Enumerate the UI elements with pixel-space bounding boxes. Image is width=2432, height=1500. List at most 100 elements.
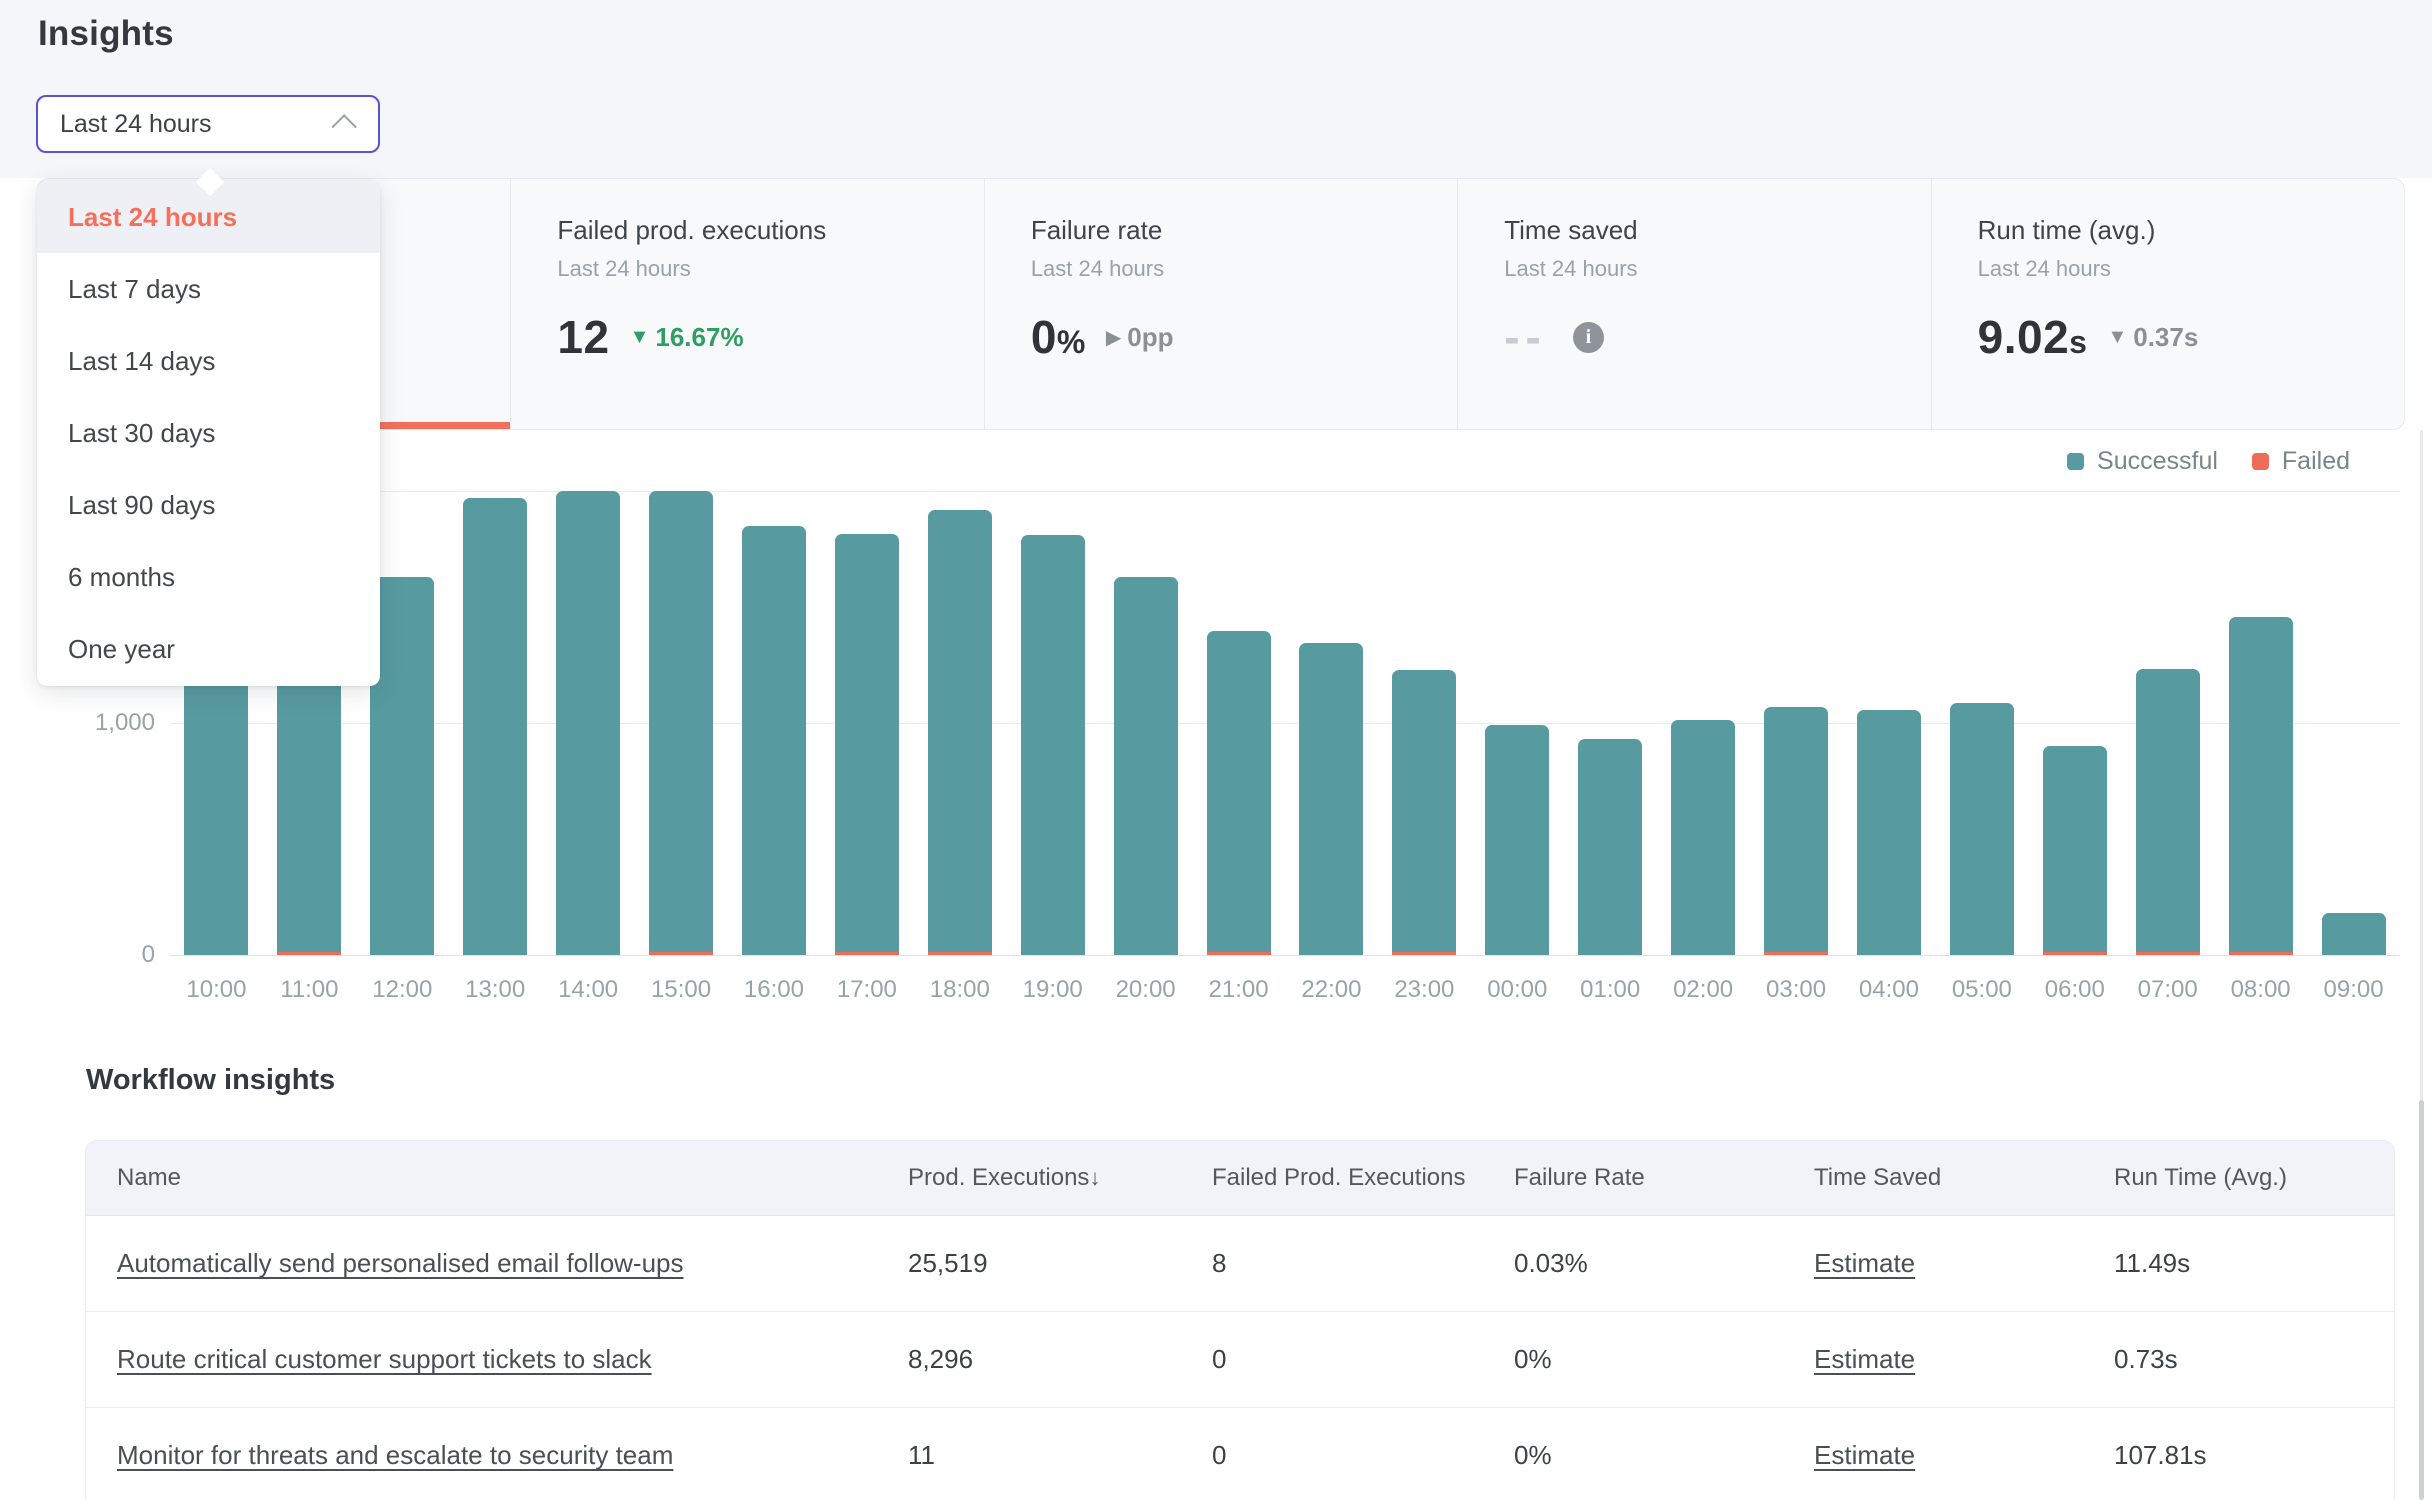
menu-item-last-14-days[interactable]: Last 14 days xyxy=(68,345,216,376)
stat-card-delta-value: 16.67% xyxy=(655,321,744,352)
bar-07:00 xyxy=(2135,668,2200,955)
bar-successful-segment xyxy=(184,669,249,955)
bar-06:00 xyxy=(2042,745,2107,955)
bar-18:00 xyxy=(927,510,992,955)
failed-prod-executions-cell: 8 xyxy=(1212,1248,1227,1278)
stat-card-title: Failure rate xyxy=(1030,215,1163,245)
time-saved-cell: Estimate xyxy=(1814,1440,2114,1471)
bar-successful-segment xyxy=(1485,725,1550,955)
x-axis-label-23:00: 23:00 xyxy=(1394,976,1455,1003)
menu-item-last-90-days[interactable]: Last 90 days xyxy=(68,489,216,520)
bar-successful-segment xyxy=(1299,642,1364,955)
stat-card-delta-value: 0.37s xyxy=(2133,321,2199,352)
bar-successful-segment xyxy=(741,525,806,955)
gridline-0 xyxy=(170,955,2400,956)
bar-03:00 xyxy=(1764,707,1829,955)
bar-successful-segment xyxy=(1020,535,1085,955)
sort-desc-icon: ↓ xyxy=(1089,1165,1101,1190)
stat-card-value-suffix: % xyxy=(1056,324,1086,360)
y-axis-label: 0 xyxy=(141,941,155,968)
prod-executions-cell: 25,519 xyxy=(908,1248,988,1278)
bar-16:00 xyxy=(741,525,806,955)
bar-13:00 xyxy=(463,497,528,955)
arrow-right-icon: ▶ xyxy=(1105,326,1122,349)
x-axis-label-17:00: 17:00 xyxy=(836,976,897,1003)
table-header-row: Name Prod. Executions↓ Failed Prod. Execut… xyxy=(86,1141,2394,1216)
stat-card-value-row: 0% ▶ 0pp xyxy=(1031,310,1457,364)
bar-failed-segment xyxy=(277,952,342,955)
x-axis-label-14:00: 14:00 xyxy=(558,976,619,1003)
column-header-run_time[interactable]: Run Time (Avg.) xyxy=(2114,1164,2287,1191)
workflow-name-link[interactable]: Automatically send personalised email fo… xyxy=(117,1248,684,1278)
bar-successful-segment xyxy=(370,576,435,955)
bar-failed-segment xyxy=(1764,952,1829,955)
workflow-insights-heading: Workflow insights xyxy=(86,1064,336,1096)
bar-22:00 xyxy=(1299,642,1364,955)
column-header-failure_rate[interactable]: Failure Rate xyxy=(1514,1164,1645,1191)
x-axis-label-07:00: 07:00 xyxy=(2137,976,2198,1003)
info-icon[interactable]: i xyxy=(1572,321,1604,353)
stat-card-value-row: 9.02s ▼ 0.37s xyxy=(1978,310,2404,364)
stat-card-delta: ▼ 16.67% xyxy=(630,322,744,353)
estimate-link[interactable]: Estimate xyxy=(1814,1344,1916,1374)
page-title: Insights xyxy=(38,14,174,53)
bar-01:00 xyxy=(1578,739,1643,955)
run-time-cell: 11.49s xyxy=(2114,1248,2191,1278)
x-axis-label-19:00: 19:00 xyxy=(1022,976,1083,1003)
workflow-name-link[interactable]: Monitor for threats and escalate to secu… xyxy=(117,1440,674,1470)
estimate-link[interactable]: Estimate xyxy=(1814,1248,1916,1278)
chart-legend: Successful Failed xyxy=(2067,447,2350,476)
stat-card-value-row: 12 ▼ 16.67% xyxy=(557,310,983,364)
bar-successful-segment xyxy=(1206,630,1271,952)
bar-failed-segment xyxy=(2042,952,2107,955)
x-axis-label-16:00: 16:00 xyxy=(743,976,804,1003)
bar-19:00 xyxy=(1020,535,1085,955)
column-header-time_saved[interactable]: Time Saved xyxy=(1814,1164,1942,1191)
failed-prod-executions-cell: 0 xyxy=(1212,1344,1227,1374)
stat-card-value: 12 xyxy=(557,311,610,363)
bar-09:00 xyxy=(2321,913,2386,955)
bar-successful-segment xyxy=(463,497,528,955)
workflow-name-link[interactable]: Route critical customer support tickets … xyxy=(117,1344,652,1374)
menu-item-6-months[interactable]: 6 months xyxy=(68,561,175,592)
time-range-select[interactable]: Last 24 hours xyxy=(36,95,380,153)
stat-card-run-time-avg[interactable]: Run time (avg.) Last 24 hours 9.02s ▼ 0.37s xyxy=(1930,179,2404,429)
stat-card-time-saved[interactable]: Time saved Last 24 hours -- i xyxy=(1457,179,1930,429)
estimate-link[interactable]: Estimate xyxy=(1814,1440,1916,1470)
stat-card-subtitle: Last 24 hours xyxy=(557,256,691,281)
legend-label: Successful xyxy=(2097,447,2218,475)
x-axis-label-12:00: 12:00 xyxy=(372,976,433,1003)
run-time-cell: 107.81s xyxy=(2114,1440,2207,1470)
scrollbar-thumb[interactable] xyxy=(2419,1100,2424,1500)
stat-card-delta: ▶ 0pp xyxy=(1106,322,1174,353)
x-axis-label-20:00: 20:00 xyxy=(1115,976,1176,1003)
bar-05:00 xyxy=(1949,703,2014,955)
bar-successful-segment xyxy=(556,491,621,955)
menu-item-last-30-days[interactable]: Last 30 days xyxy=(68,417,216,448)
column-header-prod_executions[interactable]: Prod. Executions↓ xyxy=(908,1164,1101,1191)
menu-item-last-7-days[interactable]: Last 7 days xyxy=(68,273,201,304)
bar-failed-segment xyxy=(834,952,899,955)
stat-card-failed-prod-executions[interactable]: Failed prod. executions Last 24 hours 12 ▼ 1… xyxy=(510,179,983,429)
stat-card-subtitle: Last 24 hours xyxy=(1504,256,1638,281)
table-row: Route critical customer support tickets … xyxy=(86,1312,2394,1408)
failure-rate-cell: 0% xyxy=(1514,1344,1552,1374)
time-saved-cell: Estimate xyxy=(1814,1344,2114,1375)
x-axis-label-09:00: 09:00 xyxy=(2323,976,2384,1003)
stat-cards-row: Failed prod. executions Last 24 hours 12 ▼ 1… xyxy=(37,178,2405,430)
column-header-name[interactable]: Name xyxy=(117,1164,182,1191)
bar-21:00 xyxy=(1206,630,1271,955)
x-axis-label-05:00: 05:00 xyxy=(1951,976,2012,1003)
gridline-1000 xyxy=(170,723,2400,724)
column-header-failed_prod_executions[interactable]: Failed Prod. Executions xyxy=(1212,1164,1466,1191)
menu-item-one-year[interactable]: One year xyxy=(68,633,175,664)
stat-card-failure-rate[interactable]: Failure rate Last 24 hours 0% ▶ 0pp xyxy=(983,179,1457,429)
stat-card-delta: ▼ 0.37s xyxy=(2107,322,2198,353)
legend-item-failed[interactable]: Failed xyxy=(2251,447,2350,476)
x-axis-label-02:00: 02:00 xyxy=(1673,976,1734,1003)
bar-successful-segment xyxy=(1949,703,2014,955)
legend-item-successful[interactable]: Successful xyxy=(2067,447,2218,476)
arrow-down-icon: ▼ xyxy=(629,325,650,348)
bar-successful-segment xyxy=(277,659,342,952)
x-axis-label-08:00: 08:00 xyxy=(2230,976,2291,1003)
